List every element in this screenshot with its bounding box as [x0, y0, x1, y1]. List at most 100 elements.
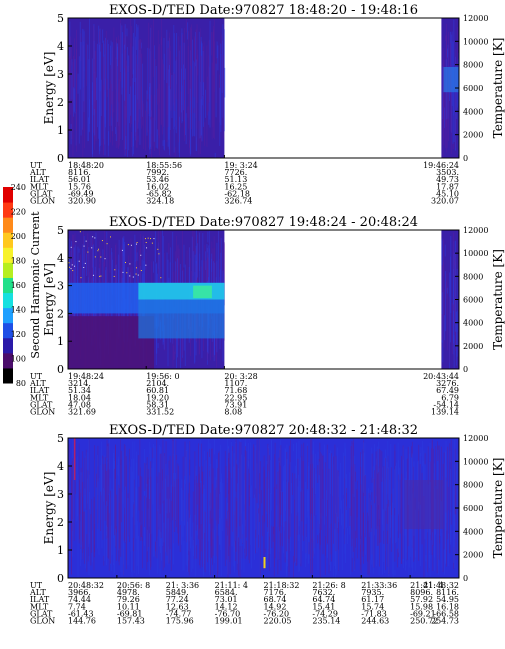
data-texture: [172, 441, 174, 487]
data-texture: [166, 65, 168, 115]
data-texture: [86, 253, 88, 277]
data-texture: [110, 69, 112, 117]
data-texture: [181, 479, 183, 522]
data-texture: [136, 64, 138, 148]
data-texture: [449, 443, 451, 554]
data-texture: [110, 45, 111, 66]
data-texture: [121, 25, 123, 95]
data-texture: [123, 532, 125, 542]
data-texture: [287, 482, 289, 539]
data-texture: [184, 479, 185, 526]
data-texture: [90, 514, 92, 566]
data-texture: [112, 259, 113, 295]
data-texture: [212, 468, 214, 556]
data-texture: [437, 501, 439, 566]
data-texture: [149, 441, 151, 519]
orbit-value: -69.49: [68, 189, 94, 198]
data-speckle: [69, 266, 71, 268]
orbit-row-label: MLT: [30, 602, 49, 611]
data-texture: [79, 492, 81, 515]
data-texture: [181, 32, 183, 106]
data-texture: [163, 522, 165, 543]
orbit-value: 4978.: [117, 588, 140, 597]
data-texture: [170, 484, 172, 493]
data-texture: [216, 459, 218, 572]
y-tick-label: 5: [57, 12, 64, 25]
data-texture: [298, 529, 300, 573]
data-texture: [157, 343, 159, 349]
data-texture: [82, 127, 84, 158]
panel-title: EXOS-D/TED Date:970827 19:48:24 - 20:48:…: [109, 215, 418, 230]
orbit-value: 6.79: [441, 393, 459, 402]
data-texture: [125, 88, 126, 120]
data-texture: [170, 50, 171, 88]
data-texture: [276, 484, 278, 490]
data-texture: [293, 555, 295, 578]
data-texture: [417, 461, 418, 487]
data-texture: [133, 458, 135, 503]
data-texture: [137, 135, 139, 142]
data-texture: [256, 463, 258, 553]
orbit-value: 2104.: [146, 379, 169, 388]
data-texture: [211, 518, 213, 559]
data-texture: [164, 478, 166, 552]
data-texture: [305, 537, 307, 559]
data-texture: [368, 492, 370, 577]
data-texture: [193, 38, 195, 98]
data-texture: [186, 443, 188, 557]
data-texture: [203, 46, 205, 100]
data-speckle: [91, 247, 93, 249]
data-texture: [267, 488, 269, 550]
orbit-value: 19:48:24: [68, 372, 104, 381]
panel-1: EXOS-D/TED Date:970827 18:48:20 - 19:48:…: [29, 3, 505, 206]
data-speckle: [87, 251, 89, 253]
data-texture: [137, 25, 139, 129]
data-texture: [241, 454, 243, 570]
data-texture: [73, 88, 75, 112]
data-texture: [146, 464, 147, 498]
data-speckle: [140, 254, 142, 256]
data-texture: [371, 505, 372, 529]
data-texture: [82, 230, 84, 255]
data-texture: [326, 444, 328, 545]
data-texture: [140, 476, 142, 501]
data-texture: [422, 441, 424, 467]
data-texture: [86, 534, 88, 572]
data-texture: [298, 440, 300, 527]
data-texture: [146, 101, 148, 136]
data-texture: [456, 463, 458, 558]
data-texture: [223, 29, 225, 132]
data-speckle: [71, 264, 73, 266]
data-texture: [330, 450, 331, 494]
data-texture: [73, 87, 75, 117]
data-texture: [289, 462, 291, 551]
data-texture: [246, 540, 247, 557]
data-texture: [96, 77, 97, 101]
data-texture: [116, 38, 117, 130]
y-tick-label: 5: [57, 224, 64, 237]
y2-tick-label: 0: [463, 365, 468, 374]
data-texture: [312, 488, 314, 530]
colorbar-tick-label: 100: [11, 355, 26, 364]
data-texture: [163, 456, 165, 501]
data-texture: [153, 45, 155, 142]
data-texture: [185, 19, 187, 33]
data-texture: [452, 310, 454, 344]
data-texture: [168, 69, 170, 140]
orbit-value: 16.02: [146, 182, 169, 191]
data-texture: [362, 449, 364, 557]
data-texture: [201, 43, 203, 142]
data-texture: [334, 504, 336, 578]
data-texture: [149, 83, 151, 111]
data-texture: [141, 476, 143, 537]
colorbar-tick-label: 220: [11, 208, 26, 217]
data-texture: [98, 25, 100, 139]
data-texture: [202, 233, 204, 328]
data-texture: [213, 236, 215, 282]
data-texture: [80, 42, 82, 136]
data-texture: [231, 450, 233, 547]
data-texture: [269, 536, 270, 571]
data-texture: [210, 464, 212, 509]
data-texture: [276, 505, 278, 527]
data-texture: [158, 230, 160, 290]
